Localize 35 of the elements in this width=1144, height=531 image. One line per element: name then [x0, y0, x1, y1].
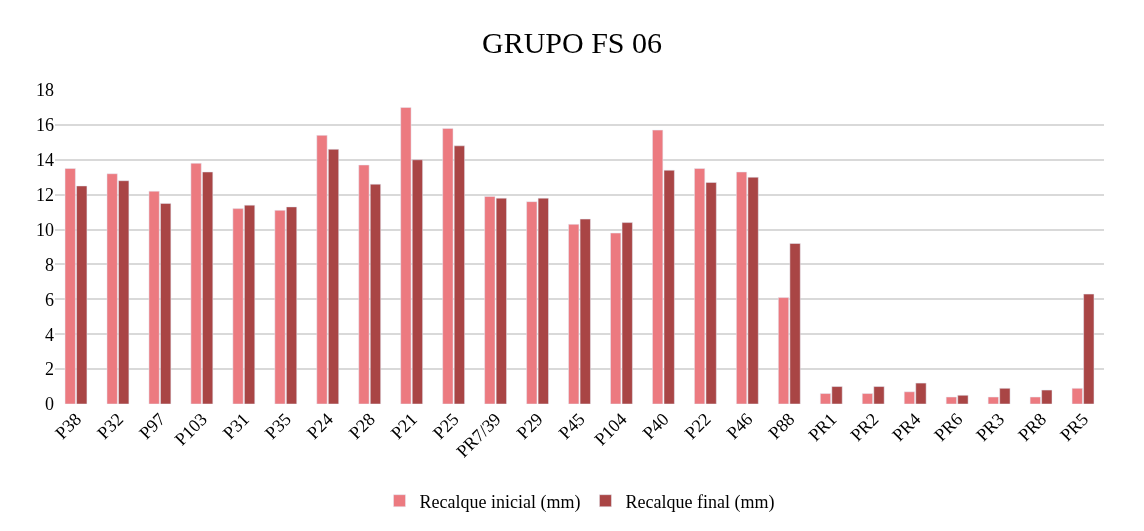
x-tick-label: P29 [512, 409, 547, 443]
x-tick-label: P38 [51, 409, 86, 443]
x-tick-label: PR6 [930, 409, 967, 446]
y-tick-label: 6 [45, 289, 54, 310]
x-tick-label: P31 [219, 409, 254, 443]
x-tick-label: PR2 [846, 409, 883, 446]
x-tick-label: P22 [680, 409, 715, 443]
x-tick-label: P32 [93, 409, 128, 443]
legend-label: Recalque inicial (mm) [419, 491, 581, 513]
y-tick-label: 14 [36, 150, 54, 171]
chart-title: GRUPO FS 06 [481, 25, 663, 59]
x-tick-label: PR8 [1014, 409, 1051, 446]
y-tick-label: 8 [45, 254, 54, 275]
y-tick-label: 10 [36, 219, 54, 240]
x-tick-label: PR1 [804, 409, 841, 446]
x-tick-label: P35 [261, 409, 295, 443]
x-tick-label: P88 [764, 409, 799, 443]
legend-label: Recalque final (mm) [625, 491, 775, 513]
x-tick-label: PR5 [1056, 409, 1093, 446]
x-tick-label: P46 [722, 409, 757, 443]
y-tick-label: 12 [36, 184, 54, 205]
x-tick-label: P45 [554, 409, 589, 443]
x-tick-label: P21 [386, 409, 421, 443]
x-tick-label: P25 [428, 409, 463, 443]
x-tick-label: PR3 [972, 409, 1009, 446]
y-tick-label: 18 [36, 80, 54, 101]
y-tick-label: 2 [45, 359, 54, 380]
y-tick-label: 4 [45, 324, 54, 345]
x-tick-label: P97 [135, 409, 170, 443]
y-tick-label: 0 [45, 394, 54, 415]
x-tick-label: P24 [302, 409, 337, 443]
y-tick-label: 16 [36, 115, 54, 136]
x-tick-label: P40 [638, 409, 673, 443]
x-tick-label: P28 [344, 409, 379, 443]
x-tick-label: PR4 [888, 409, 925, 446]
